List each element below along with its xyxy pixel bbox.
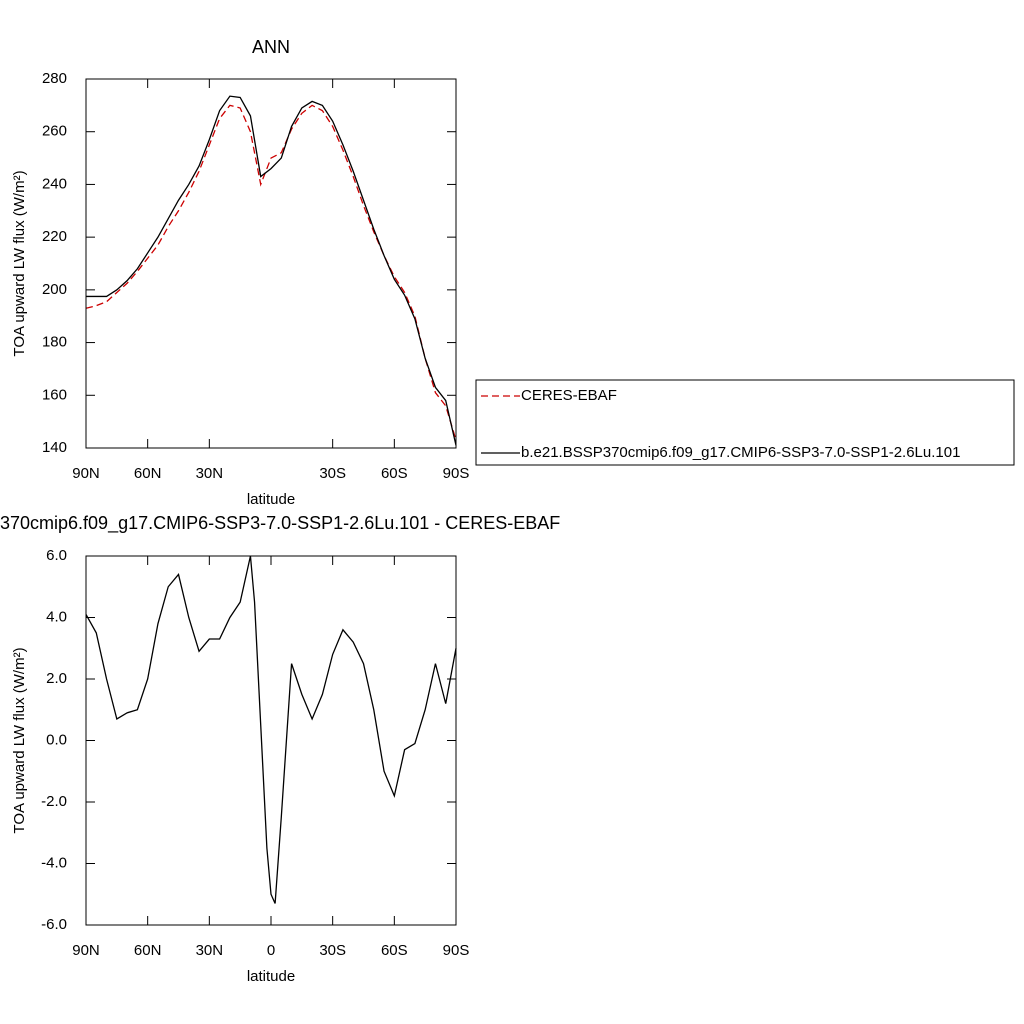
x-tick-label: 30N	[196, 465, 224, 482]
y-tick-label: -2.0	[41, 793, 67, 810]
x-tick-label: 90S	[443, 465, 470, 482]
plot-frame	[85, 555, 457, 926]
y-tick-label: -4.0	[41, 854, 67, 871]
x-tick-label: 30S	[319, 465, 346, 482]
y-tick-label: 280	[42, 70, 67, 87]
x-tick-label: 60S	[381, 465, 408, 482]
legend-label: CERES-EBAF	[521, 387, 617, 404]
legend-label: b.e21.BSSP370cmip6.f09_g17.CMIP6-SSP3-7.…	[521, 444, 960, 461]
y-tick-label: 220	[42, 228, 67, 245]
plot-frame	[85, 78, 457, 449]
x-tick-label: 30S	[319, 942, 346, 959]
x-tick-label: 60N	[134, 465, 162, 482]
chart-title: ANN	[252, 37, 290, 57]
y-tick-label: 260	[42, 123, 67, 140]
legend-box	[475, 379, 1015, 466]
data-line	[86, 95, 457, 446]
y-tick-label: 180	[42, 334, 67, 351]
x-axis-label: latitude	[247, 491, 295, 508]
y-tick-label: 240	[42, 175, 67, 192]
y-tick-label: 140	[42, 439, 67, 456]
x-tick-label: 90N	[72, 465, 100, 482]
data-line	[85, 555, 457, 904]
data-line	[85, 104, 457, 441]
y-tick-label: 6.0	[46, 547, 67, 564]
x-axis-label: latitude	[247, 968, 295, 985]
x-tick-label: 0	[267, 942, 275, 959]
y-axis-label: TOA upward LW flux (W/m²)	[11, 170, 28, 356]
y-tick-label: -6.0	[41, 916, 67, 933]
chart-title: 370cmip6.f09_g17.CMIP6-SSP3-7.0-SSP1-2.6…	[0, 513, 560, 534]
x-tick-label: 90S	[443, 942, 470, 959]
y-tick-label: 4.0	[46, 608, 67, 625]
y-tick-label: 2.0	[46, 670, 67, 687]
x-tick-label: 30N	[196, 942, 224, 959]
x-tick-label: 60S	[381, 942, 408, 959]
x-tick-label: 90N	[72, 942, 100, 959]
y-tick-label: 0.0	[46, 731, 67, 748]
y-tick-label: 200	[42, 281, 67, 298]
y-tick-label: 160	[42, 386, 67, 403]
y-axis-label: TOA upward LW flux (W/m²)	[11, 647, 28, 833]
x-tick-label: 60N	[134, 942, 162, 959]
